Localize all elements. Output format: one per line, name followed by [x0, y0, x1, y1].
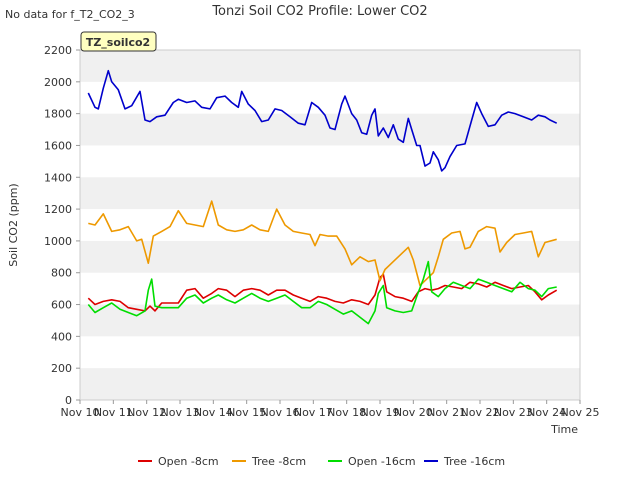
grid-band [80, 50, 580, 82]
chart-title: Tonzi Soil CO2 Profile: Lower CO2 [211, 4, 427, 19]
series-line-1 [87, 273, 558, 312]
x-axis-label: Time [550, 423, 578, 436]
legend-label: Tree -8cm [251, 455, 306, 468]
y-tick-label: 2000 [44, 76, 72, 89]
grid-band [80, 177, 580, 210]
y-tick-label: 600 [51, 299, 72, 312]
grid-bands [80, 50, 580, 400]
plot-area [79, 49, 581, 401]
x-tick-label: Nov 17 [294, 406, 333, 419]
x-tick-label: Nov 23 [494, 406, 533, 419]
grid-band [80, 304, 580, 337]
x-tick-label: Nov 21 [427, 406, 466, 419]
y-tick-label: 1400 [44, 171, 72, 184]
x-tick-label: Nov 22 [461, 406, 500, 419]
x-tick-label: Nov 14 [194, 406, 233, 419]
y-tick-label: 1200 [44, 203, 72, 216]
y-tick-label: 1600 [44, 139, 72, 152]
y-tick-label: 0 [65, 394, 72, 407]
x-tick-label: Nov 12 [127, 406, 166, 419]
series-line-2 [88, 200, 557, 287]
y-tick-label: 2200 [44, 44, 72, 57]
x-tick-label: Nov 16 [261, 406, 300, 419]
grid-band [80, 113, 580, 146]
tag-label: TZ_soilco2 [86, 36, 150, 49]
y-tick-label: 800 [51, 267, 72, 280]
x-tick-label: Nov 24 [527, 406, 566, 419]
x-tick-label: Nov 15 [227, 406, 266, 419]
no-data-note: No data for f_T2_CO2_3 [5, 8, 135, 21]
y-tick-label: 1800 [44, 108, 72, 121]
x-tick-label: Nov 11 [94, 406, 133, 419]
legend-item: Open -8cm [138, 455, 219, 468]
y-tick-label: 1000 [44, 235, 72, 248]
legend-label: Open -8cm [158, 455, 219, 468]
y-axis: 0 200 400 600 800 1000 1200 1400 1600 1800 2000 220… [44, 44, 80, 407]
y-tick-label: 400 [51, 330, 72, 343]
x-tick-label: Nov 13 [161, 406, 200, 419]
x-tick-label: Nov 19 [361, 406, 400, 419]
series-layer [87, 69, 558, 325]
y-axis-label: Soil CO2 (ppm) [7, 183, 20, 266]
series-line-4 [87, 69, 558, 172]
legend-item: Tree -8cm [232, 455, 306, 468]
x-tick-label: Nov 25 [561, 406, 600, 419]
tag-box: TZ_soilco2 [80, 31, 157, 52]
x-tick-label: Nov 10 [61, 406, 100, 419]
grid-band [80, 240, 580, 273]
legend-item: Tree -16cm [424, 455, 505, 468]
x-tick-label: Nov 18 [327, 406, 366, 419]
series-line-3 [87, 260, 557, 325]
y-tick-label: 200 [51, 362, 72, 375]
x-tick-label: Nov 20 [394, 406, 433, 419]
legend-label: Tree -16cm [443, 455, 505, 468]
grid-band [80, 368, 580, 400]
legend: Open -8cm Tree -8cm Open -16cm Tree -16cm [138, 455, 505, 468]
legend-item: Open -16cm [328, 455, 416, 468]
legend-label: Open -16cm [348, 455, 416, 468]
